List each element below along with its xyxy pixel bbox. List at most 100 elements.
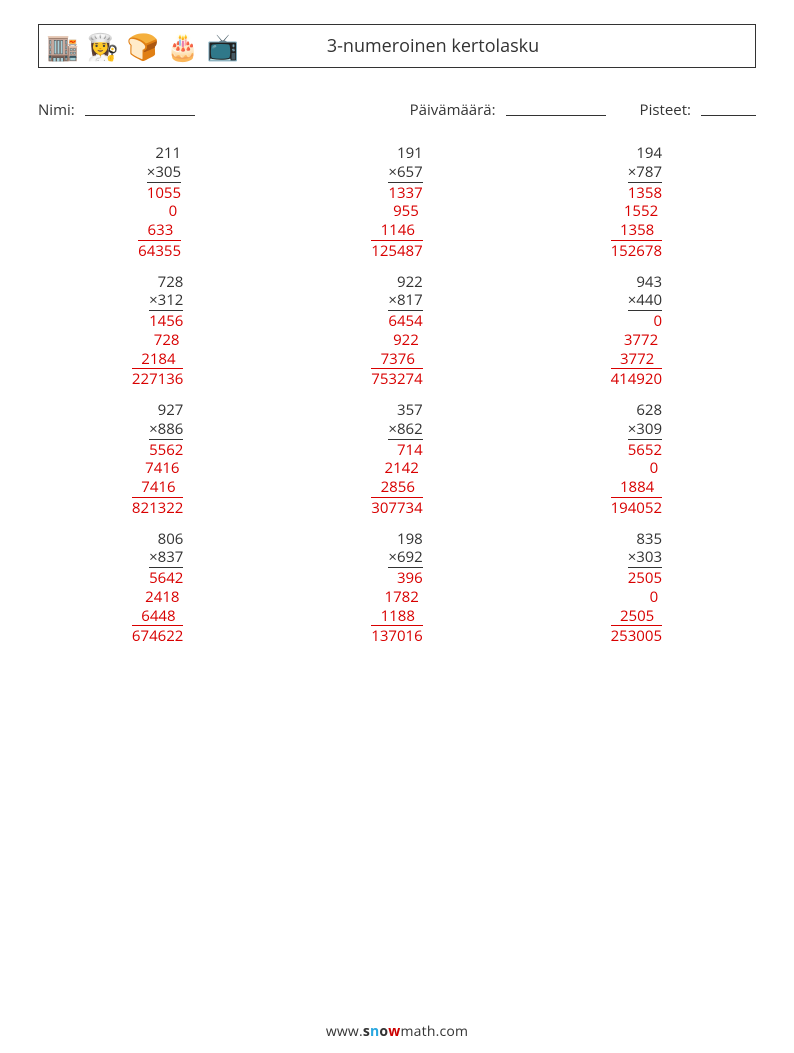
partial-product: 7416 — [132, 459, 183, 478]
partial-product: 5652 — [611, 439, 662, 460]
partial-product: 0 — [134, 202, 181, 221]
partial-product: 2856 — [371, 478, 422, 497]
partial-product: 728 — [132, 331, 183, 350]
product-result: 414920 — [611, 368, 662, 389]
multiplier: ×787 — [611, 163, 662, 182]
partial-product: 6454 — [371, 310, 422, 331]
product-result: 821322 — [132, 497, 183, 518]
label-score: Pisteet: — [640, 100, 691, 120]
partial-product: 2142 — [371, 459, 422, 478]
partial-product: 3772 — [611, 350, 662, 369]
partial-product: 7416 — [132, 478, 183, 497]
partial-product: 396 — [371, 567, 422, 588]
partial-product: 1456 — [132, 310, 183, 331]
problem: 198 ×692 396 1782 1188 137016 — [277, 530, 516, 647]
multiplicand: 211 — [134, 144, 181, 163]
product-result: 674622 — [132, 625, 183, 646]
partial-product: 0 — [611, 459, 662, 478]
product-result: 307734 — [371, 497, 422, 518]
problem: 728 ×312 1456 728 2184 227136 — [38, 273, 277, 390]
multiplier: ×692 — [371, 548, 422, 567]
multiplicand: 927 — [132, 401, 183, 420]
problem: 211 ×305 1055 0 633 64355 — [38, 144, 277, 261]
partial-product: 2505 — [611, 567, 662, 588]
partial-product: 2184 — [132, 350, 183, 369]
multiplier: ×886 — [132, 420, 183, 439]
multiplicand: 198 — [371, 530, 422, 549]
label-date: Päivämäärä: — [410, 100, 496, 120]
partial-product: 2418 — [132, 588, 183, 607]
partial-product: 1782 — [371, 588, 422, 607]
oven-icon: 📺 — [207, 30, 239, 62]
footer: www.snowmath.com — [0, 1022, 794, 1041]
problem: 191 ×657 1337 955 1146 125487 — [277, 144, 516, 261]
multiplication-stack: 198 ×692 396 1782 1188 137016 — [371, 530, 422, 647]
blank-score — [701, 100, 756, 116]
problem: 806 ×837 5642 2418 6448 674622 — [38, 530, 277, 647]
multiplication-stack: 922 ×817 6454 922 7376 753274 — [371, 273, 422, 390]
footer-w: w — [388, 1022, 400, 1041]
multiplicand: 728 — [132, 273, 183, 292]
multiplicand: 628 — [611, 401, 662, 420]
partial-product: 714 — [371, 439, 422, 460]
product-result: 137016 — [371, 625, 422, 646]
cake-icon: 🎂 — [167, 30, 199, 62]
footer-www: www. — [326, 1022, 363, 1041]
multiplicand: 191 — [371, 144, 422, 163]
partial-product: 7376 — [371, 350, 422, 369]
worksheet-title: 3-numeroinen kertolasku — [239, 34, 747, 58]
problems-grid: 211 ×305 1055 0 633 64355 191 ×657 1337 … — [38, 144, 756, 646]
partial-product: 955 — [371, 202, 422, 221]
multiplication-stack: 927 ×886 5562 7416 7416 821322 — [132, 401, 183, 518]
multiplier: ×862 — [371, 420, 422, 439]
problem: 835 ×303 2505 0 2505 253005 — [517, 530, 756, 647]
multiplication-stack: 191 ×657 1337 955 1146 125487 — [371, 144, 422, 261]
multiplication-stack: 211 ×305 1055 0 633 64355 — [134, 144, 181, 261]
product-result: 125487 — [371, 240, 422, 261]
product-result: 194052 — [611, 497, 662, 518]
multiplication-stack: 357 ×862 714 2142 2856 307734 — [371, 401, 422, 518]
partial-product: 6448 — [132, 607, 183, 626]
partial-product: 5642 — [132, 567, 183, 588]
partial-product: 1055 — [134, 182, 181, 203]
partial-product: 1884 — [611, 478, 662, 497]
multiplier: ×312 — [132, 291, 183, 310]
problem: 943 ×440 0 3772 3772 414920 — [517, 273, 756, 390]
multiplier: ×305 — [134, 163, 181, 182]
multiplicand: 922 — [371, 273, 422, 292]
label-name: Nimi: — [38, 100, 75, 120]
partial-product: 1337 — [371, 182, 422, 203]
multiplicand: 835 — [611, 530, 662, 549]
partial-product: 1552 — [611, 202, 662, 221]
product-result: 152678 — [611, 240, 662, 261]
problem: 628 ×309 5652 0 1884 194052 — [517, 401, 756, 518]
footer-o: o — [379, 1022, 388, 1041]
partial-product: 922 — [371, 331, 422, 350]
multiplicand: 943 — [611, 273, 662, 292]
multiplier: ×309 — [611, 420, 662, 439]
multiplication-stack: 628 ×309 5652 0 1884 194052 — [611, 401, 662, 518]
product-result: 64355 — [134, 240, 181, 261]
multiplier: ×440 — [611, 291, 662, 310]
partial-product: 633 — [134, 221, 181, 240]
partial-product: 0 — [611, 310, 662, 331]
partial-product: 1358 — [611, 182, 662, 203]
problem: 194 ×787 1358 1552 1358 152678 — [517, 144, 756, 261]
problem: 922 ×817 6454 922 7376 753274 — [277, 273, 516, 390]
header-bar: 🏬 👩‍🍳 🍞 🎂 📺 3-numeroinen kertolasku — [38, 24, 756, 68]
partial-product: 2505 — [611, 607, 662, 626]
problem: 927 ×886 5562 7416 7416 821322 — [38, 401, 277, 518]
partial-product: 3772 — [611, 331, 662, 350]
partial-product: 1358 — [611, 221, 662, 240]
multiplier: ×303 — [611, 548, 662, 567]
multiplicand: 357 — [371, 401, 422, 420]
footer-rest: math.com — [400, 1022, 468, 1041]
header-icons: 🏬 👩‍🍳 🍞 🎂 📺 — [47, 30, 239, 62]
multiplicand: 806 — [132, 530, 183, 549]
multiplication-stack: 728 ×312 1456 728 2184 227136 — [132, 273, 183, 390]
footer-s: s — [363, 1022, 370, 1041]
multiplication-stack: 806 ×837 5642 2418 6448 674622 — [132, 530, 183, 647]
footer-n: n — [370, 1022, 379, 1041]
shop-icon: 🏬 — [47, 30, 79, 62]
partial-product: 5562 — [132, 439, 183, 460]
